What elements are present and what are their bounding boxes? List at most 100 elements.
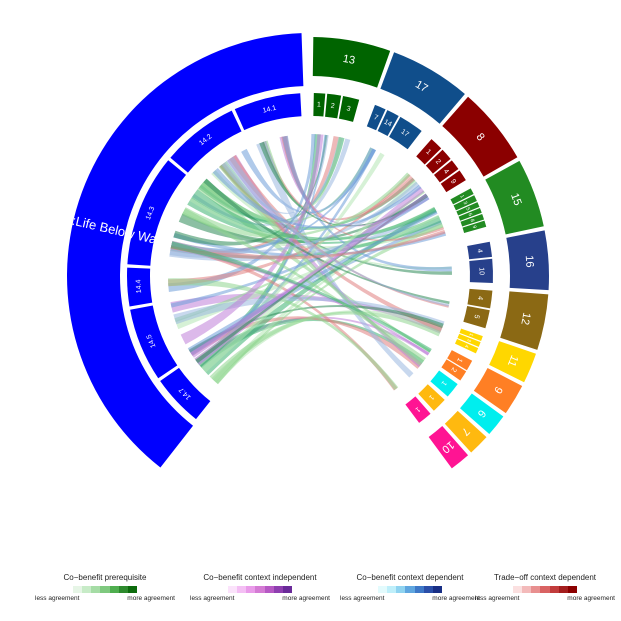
target-label-14-3: 14.3: [145, 206, 157, 221]
legend-swatch: [558, 586, 568, 593]
inner-segment-label: 1: [458, 194, 465, 199]
legend-swatch: [246, 586, 256, 593]
inner-segment-22: [455, 339, 479, 354]
sector-sdg-16: [506, 230, 550, 291]
inner-segment-label: 1: [440, 379, 448, 386]
legend-swatch: [405, 586, 415, 593]
sector-label-sdg-15: 15: [508, 192, 524, 208]
legend-swatch: [237, 586, 247, 593]
chord-link: [170, 241, 432, 353]
legend-co-benefit-prerequisite: Co−benefit prerequisite less agreement m…: [30, 573, 180, 602]
inner-segment-11: [453, 195, 477, 211]
legend-title: Co−benefit context dependent: [356, 573, 464, 582]
inner-segment-16: [467, 241, 492, 260]
legend-more-label: more agreement: [432, 595, 480, 602]
inner-segment-label: 5: [464, 207, 471, 212]
inner-segment-6: [416, 139, 442, 165]
inner-segment-label: 8: [469, 218, 476, 223]
inner-segment-18: [467, 288, 493, 309]
inner-segment-label: 10: [477, 267, 484, 275]
inner-segment-label: 1: [414, 405, 422, 413]
inner-segment-8: [433, 160, 459, 183]
inner-segment-3: [366, 104, 386, 131]
inner-segment-0: [313, 93, 326, 117]
legend-less-label: less agreement: [340, 595, 385, 602]
sector-sdg-12: [500, 291, 549, 350]
legend-trade-off-context-dependent: Trade−off context dependent less agreeme…: [470, 573, 620, 602]
target-segment-14-1: [234, 93, 302, 131]
inner-segment-label: 7: [373, 114, 379, 122]
chord-link: [221, 134, 329, 214]
target-label-14-1: 14.1: [262, 105, 277, 115]
inner-segment-label: 14: [383, 119, 393, 129]
chord-link: [188, 316, 422, 369]
chord-link: [190, 193, 428, 358]
inner-segment-5: [389, 116, 422, 150]
legend-swatch: [522, 586, 532, 593]
sector-sdg-7: [444, 410, 487, 453]
chord-link: [197, 182, 431, 353]
legend-swatch: [127, 586, 137, 593]
inner-segment-label: 9: [449, 178, 457, 185]
inner-segment-12: [456, 202, 480, 216]
legend-title: Trade−off context dependent: [493, 573, 597, 582]
sector-label-sdg-9: 9: [491, 384, 504, 395]
inner-segment-27: [405, 396, 431, 423]
inner-segment-26: [418, 384, 445, 411]
target-segment-14-4: [127, 267, 153, 307]
inner-segment-label: 1: [317, 101, 321, 108]
inner-segment-label: 3: [465, 338, 472, 343]
inner-segment-19: [463, 305, 490, 329]
sector-label-sdg-16: 16: [523, 255, 536, 268]
inner-segment-21: [457, 333, 481, 347]
inner-segment-17: [469, 258, 493, 284]
legend-swatch: [531, 586, 541, 593]
legend-swatch: [264, 586, 274, 593]
legend-swatch: [540, 586, 550, 593]
legend-swatch: [118, 586, 128, 593]
inner-segment-label: 4: [463, 343, 470, 348]
inner-segment-25: [430, 370, 458, 397]
inner-segment-14: [460, 214, 485, 227]
chord-link: [182, 208, 426, 363]
sector-sdg-6: [460, 393, 504, 435]
sector-sdg-17: [380, 52, 465, 124]
legend-swatch: [73, 586, 83, 593]
legend-swatch: [91, 586, 101, 593]
sector-sdg-13: [312, 37, 391, 88]
inner-segment-24: [441, 359, 467, 381]
inner-segment-label: 1: [427, 393, 435, 401]
legend-more-label: more agreement: [567, 595, 615, 602]
legend-swatch: [414, 586, 424, 593]
sector-label-sdg-13: 13: [342, 53, 356, 67]
sector-label-sdg-11: 11: [505, 353, 520, 368]
inner-segment-label: 17: [400, 128, 410, 138]
legend-swatch: [378, 586, 388, 593]
inner-segment-9: [440, 170, 466, 193]
chord-link: [191, 189, 437, 241]
inner-segment-label: 6: [467, 212, 474, 217]
chord-links: [168, 134, 452, 391]
legend-less-label: less agreement: [190, 595, 235, 602]
legend-swatch: [432, 586, 442, 593]
legend-swatch: [273, 586, 283, 593]
legend-swatch: [513, 586, 523, 593]
inner-segment-label: 4: [442, 168, 450, 175]
legend-title: Co−benefit context independent: [203, 573, 317, 582]
legend-swatch: [567, 586, 577, 593]
sector-sdg-10: [428, 426, 469, 469]
legend-swatch: [387, 586, 397, 593]
inner-segment-label: 1: [424, 148, 432, 156]
legend-more-label: more agreement: [127, 595, 175, 602]
inner-segment-10: [450, 188, 474, 205]
inner-segment-1: [325, 93, 342, 119]
target-segment-14-5: [130, 305, 178, 379]
legend-swatch: [423, 586, 433, 593]
legend-color-bar: [73, 586, 137, 593]
inner-segment-label: 1: [467, 332, 474, 337]
inner-segment-label: 5: [472, 314, 480, 320]
legend-swatch: [549, 586, 559, 593]
target-segment-14-3: [127, 160, 187, 266]
target-label-14-5: 14.5: [146, 333, 158, 348]
target-segment-14-7: [160, 367, 211, 420]
